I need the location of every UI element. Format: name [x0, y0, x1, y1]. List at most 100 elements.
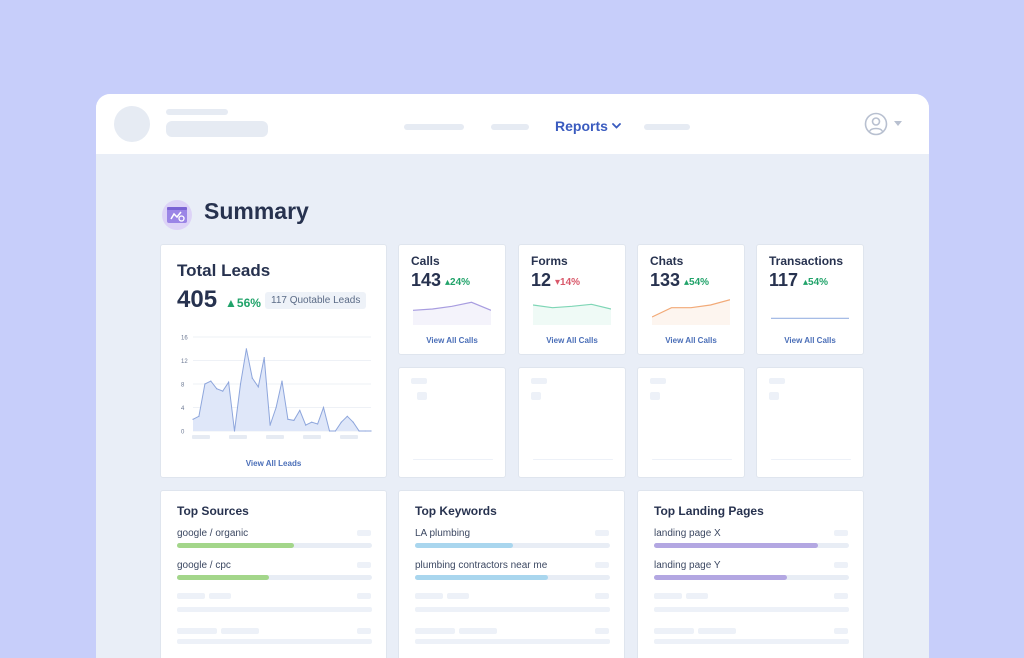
metric-value: 117	[769, 270, 799, 290]
y-tick-label: 0	[181, 430, 185, 436]
placeholder-card	[398, 367, 506, 478]
list-item: landing page X	[654, 528, 721, 539]
view-all-leads-link[interactable]: View All Leads	[245, 459, 302, 468]
list-item-bar	[177, 543, 372, 548]
metric-delta: ▾14%	[555, 277, 581, 288]
top-keywords-card: Top Keywords LA plumbing plumbing contra…	[398, 490, 625, 658]
data-point	[305, 424, 307, 426]
data-point	[317, 423, 319, 425]
list-item-bar	[177, 575, 372, 580]
chats-card: Chats 133 ▴54% View All Calls	[637, 244, 745, 355]
list-item: google / organic	[177, 528, 249, 539]
calls-sparkline	[413, 301, 491, 325]
x-tick-placeholder	[340, 435, 358, 439]
forms-sparkline	[533, 303, 611, 325]
data-point	[233, 430, 236, 432]
data-point	[251, 377, 253, 379]
data-point	[322, 406, 325, 409]
data-point	[192, 418, 194, 420]
data-point	[311, 421, 313, 423]
view-all-calls-link[interactable]: View All Calls	[665, 336, 717, 345]
page-title: Summary	[204, 198, 309, 224]
nav-item-placeholder[interactable]	[644, 124, 690, 130]
calls-card: Calls 143 ▴24% View All Calls	[398, 244, 506, 355]
total-leads-delta: ▲56%	[225, 296, 261, 310]
data-point	[281, 380, 283, 382]
transactions-card: Transactions 117 ▴54% View All Calls	[756, 244, 864, 355]
list-item: landing page Y	[654, 560, 721, 571]
reports-label: Reports	[555, 118, 608, 134]
list-item-bar-fill	[177, 543, 294, 548]
reports-menu[interactable]: Reports	[555, 118, 621, 134]
top-sources-card: Top Sources google / organic google / cp…	[160, 490, 387, 658]
metric-delta: ▴54%	[803, 277, 829, 288]
list-title: Top Keywords	[415, 504, 497, 518]
metric-value: 143	[411, 270, 442, 290]
view-all-calls-link[interactable]: View All Calls	[426, 336, 478, 345]
data-point	[245, 348, 247, 350]
chevron-down-icon	[612, 123, 621, 129]
list-item-bar-fill	[415, 575, 548, 580]
data-point	[287, 418, 289, 420]
list-item: google / cpc	[177, 560, 231, 571]
metric-value: 133	[650, 270, 681, 290]
list-item-bar-fill	[654, 575, 787, 580]
sparkline-area	[652, 299, 730, 325]
data-point	[216, 388, 218, 390]
list-item-bar	[654, 543, 849, 548]
data-point	[293, 419, 295, 421]
data-point	[198, 415, 200, 417]
sparkline-line	[533, 303, 611, 310]
nav-item-placeholder[interactable]	[404, 124, 464, 130]
view-all-calls-link[interactable]: View All Calls	[784, 336, 836, 345]
data-point	[364, 430, 366, 432]
app-window: Reports Summary Total Leads 405 ▲56% 117…	[96, 94, 929, 658]
y-tick-label: 8	[181, 383, 185, 389]
data-point	[352, 421, 354, 423]
data-point	[269, 424, 271, 426]
list-item-bar	[654, 575, 849, 580]
arrow-up-icon: ▲	[225, 296, 237, 310]
list-title: Top Landing Pages	[654, 504, 764, 518]
transactions-sparkline	[771, 317, 849, 319]
chevron-down-icon[interactable]	[894, 121, 902, 126]
x-tick-placeholder	[303, 435, 321, 439]
metric-title: Calls	[411, 254, 440, 268]
data-point	[334, 430, 336, 432]
metric-title: Forms	[531, 254, 568, 268]
logo-placeholder	[114, 106, 150, 142]
metric-delta: ▴54%	[684, 277, 710, 288]
data-point	[370, 430, 372, 432]
data-point	[210, 380, 212, 382]
arrow-up-icon: ▴	[445, 277, 451, 288]
total-leads-card: Total Leads 405 ▲56% 117 Quotable Leads …	[160, 244, 387, 478]
view-all-calls-link[interactable]: View All Calls	[546, 336, 598, 345]
data-point	[222, 390, 224, 392]
data-point	[275, 406, 277, 409]
list-title: Top Sources	[177, 504, 249, 518]
chats-sparkline	[652, 299, 730, 325]
list-item-bar-fill	[415, 543, 513, 548]
user-account-icon[interactable]	[864, 112, 888, 136]
nav-item-placeholder[interactable]	[491, 124, 529, 130]
top-bar: Reports	[96, 94, 929, 154]
metric-title: Chats	[650, 254, 684, 268]
sparkline-line	[413, 301, 491, 311]
org-selector-placeholder	[166, 121, 268, 137]
placeholder-card	[756, 367, 864, 478]
x-tick-placeholder	[229, 435, 247, 439]
quotable-leads-badge: 117 Quotable Leads	[265, 292, 367, 309]
list-item-bar-fill	[177, 575, 269, 580]
total-leads-value: 405	[177, 286, 218, 313]
placeholder-card	[637, 367, 745, 478]
data-point	[340, 421, 342, 423]
placeholder-card	[518, 367, 626, 478]
metric-value: 12	[531, 270, 552, 290]
data-point	[328, 430, 331, 432]
arrow-up-icon: ▴	[684, 277, 690, 288]
leads-area-chart: 16 12 8 4 0	[181, 336, 372, 439]
list-item-bar	[415, 575, 610, 580]
forms-card: Forms 12 ▾14% View All Calls	[518, 244, 626, 355]
summary-icon	[162, 200, 192, 230]
list-item-bar	[415, 543, 610, 548]
